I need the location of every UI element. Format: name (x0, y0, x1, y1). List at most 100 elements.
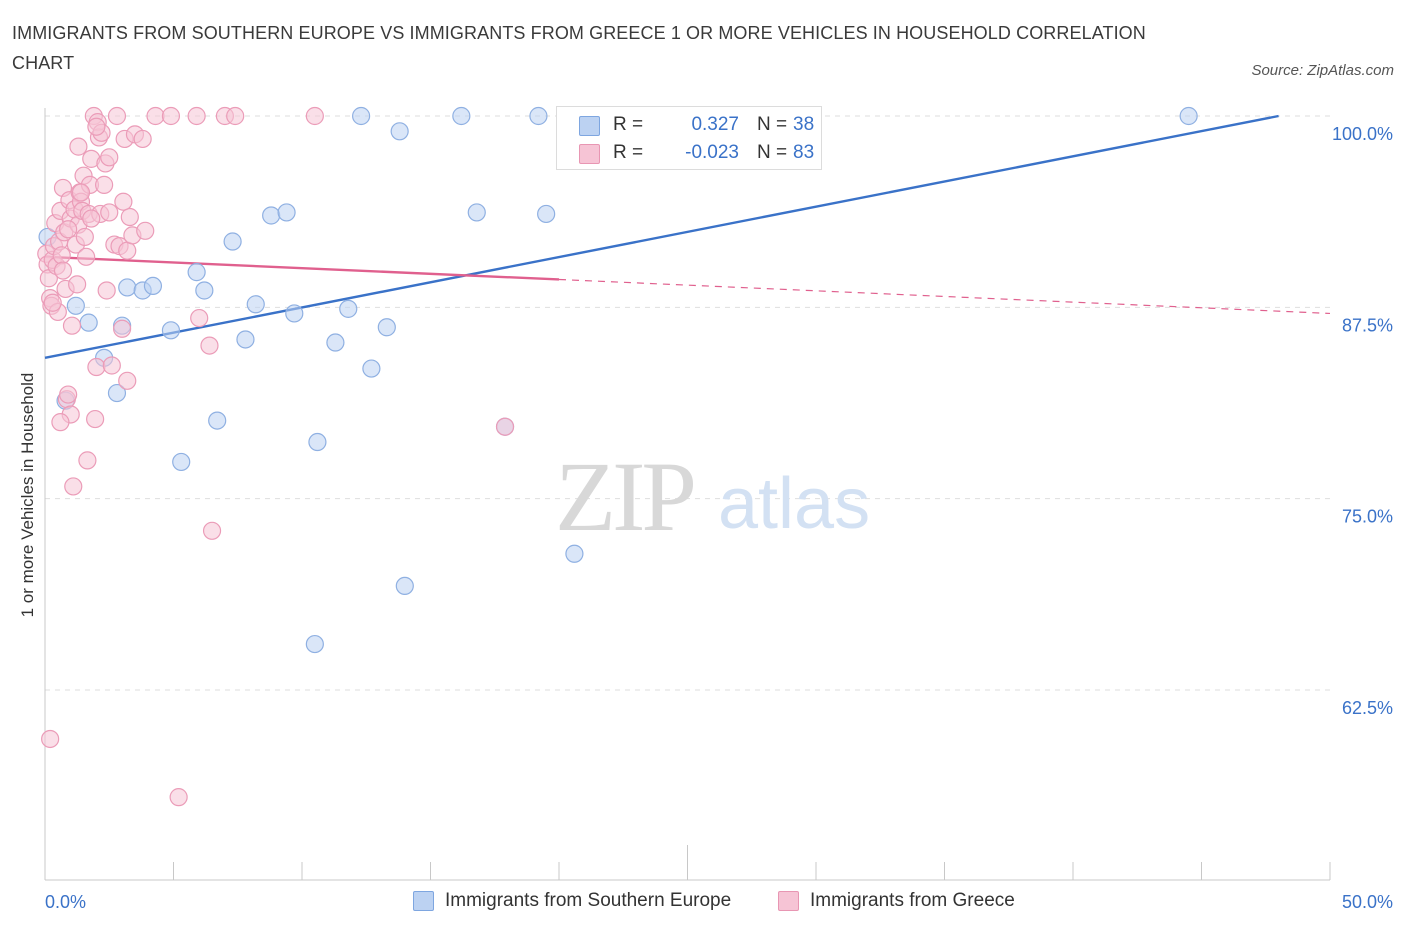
stats-swatch-pink (579, 144, 600, 164)
data-point-greece (202, 521, 222, 540)
data-point-greece (59, 220, 78, 239)
data-point-greece (226, 106, 245, 126)
y-tick-label: 87.5% (1342, 315, 1393, 335)
data-point-southern-europe (208, 411, 227, 430)
legend-swatch-blue (413, 891, 434, 911)
data-point-southern-europe (277, 203, 296, 222)
watermark-atlas: atlas (718, 464, 870, 544)
data-point-southern-europe (143, 276, 163, 296)
data-point-southern-europe (352, 106, 371, 126)
data-point-southern-europe (305, 634, 324, 654)
n-value: 38 (793, 114, 815, 135)
legend-label: Immigrants from Southern Europe (445, 890, 732, 911)
data-point-greece (82, 209, 101, 228)
data-points (37, 106, 1198, 807)
data-point-greece (87, 357, 106, 377)
data-point-greece (51, 413, 70, 432)
data-point-greece (77, 247, 96, 266)
stats-swatch-blue (579, 116, 600, 136)
legend-swatch-pink (778, 891, 799, 911)
data-point-greece (169, 788, 188, 807)
watermark: ZIP atlas (555, 441, 870, 552)
source-label: Source: ZipAtlas.com (1251, 62, 1394, 79)
legend-label: Immigrants from Greece (810, 890, 1015, 911)
n-label: N = (757, 142, 788, 163)
data-point-greece (136, 221, 155, 240)
data-point-southern-europe (452, 106, 471, 126)
data-point-greece (112, 319, 132, 338)
data-point-greece (95, 175, 114, 194)
data-point-southern-europe (172, 452, 191, 472)
data-point-greece (41, 729, 60, 749)
data-point-greece (187, 106, 206, 126)
data-point-greece (161, 106, 181, 126)
x-tick-label: 0.0% (45, 892, 86, 912)
y-tick-label: 100.0% (1332, 124, 1393, 144)
chart-title: IMMIGRANTS FROM SOUTHERN EUROPE VS IMMIG… (12, 23, 1146, 73)
data-point-southern-europe (118, 278, 137, 297)
trend-line-greece (44, 255, 560, 281)
data-point-southern-europe (195, 281, 214, 300)
data-point-greece (120, 207, 139, 227)
data-point-greece (69, 137, 88, 156)
data-point-greece (118, 241, 137, 260)
r-value: 0.327 (691, 114, 739, 135)
data-point-southern-europe (285, 304, 304, 323)
data-point-greece (43, 293, 62, 312)
data-point-greece (75, 227, 94, 247)
data-point-southern-europe (362, 359, 381, 378)
data-point-southern-europe (339, 299, 358, 318)
data-point-southern-europe (377, 318, 396, 337)
data-point-greece (64, 477, 83, 496)
data-point-greece (100, 203, 119, 222)
data-point-greece (59, 385, 78, 404)
y-axis-title: 1 or more Vehicles in Household (18, 372, 37, 618)
data-point-greece (52, 246, 71, 265)
trend-lines (44, 114, 1331, 360)
data-point-southern-europe (79, 313, 98, 332)
data-point-greece (68, 275, 87, 294)
n-label: N = (757, 114, 788, 135)
y-tick-label: 75.0% (1342, 507, 1393, 527)
y-tick-label: 62.5% (1342, 698, 1393, 718)
data-point-southern-europe (1179, 106, 1198, 126)
gridlines (45, 115, 1330, 691)
data-point-greece (53, 261, 73, 280)
data-point-southern-europe (187, 263, 206, 282)
data-point-greece (86, 409, 105, 429)
y-tick-labels: 62.5% 75.0% 87.5% 100.0% (1332, 124, 1393, 718)
x-tick-labels: 0.0% 50.0% (45, 892, 1393, 912)
r-value: -0.023 (685, 142, 739, 163)
x-tick-label: 50.0% (1342, 892, 1393, 912)
data-point-greece (71, 183, 91, 202)
data-point-southern-europe (246, 295, 265, 314)
data-point-southern-europe (107, 383, 127, 403)
data-point-greece (97, 281, 116, 300)
data-point-greece (107, 106, 127, 126)
data-point-southern-europe (161, 321, 181, 340)
data-point-greece (495, 417, 515, 436)
r-label: R = (613, 114, 644, 135)
data-point-southern-europe (565, 544, 584, 563)
data-point-southern-europe (66, 296, 85, 315)
data-point-greece (190, 308, 209, 328)
n-value: 83 (793, 142, 815, 163)
data-point-southern-europe (223, 232, 242, 251)
stats-box: R = 0.327 N = 38 R = -0.023 N = 83 (556, 106, 822, 170)
data-point-southern-europe (390, 122, 409, 141)
data-point-greece (102, 356, 121, 375)
trend-line-southern-europe (44, 114, 1279, 360)
data-point-greece (78, 451, 97, 470)
data-point-greece (100, 148, 119, 167)
watermark-zip: ZIP (555, 441, 693, 552)
data-point-southern-europe (308, 432, 327, 452)
r-label: R = (613, 142, 644, 163)
data-point-greece (133, 129, 152, 149)
data-point-southern-europe (326, 333, 345, 352)
trend-line-greece-dashed (558, 278, 1331, 315)
data-point-greece (146, 106, 165, 126)
data-point-southern-europe (467, 203, 486, 222)
data-point-greece (200, 336, 219, 355)
data-point-greece (87, 117, 106, 136)
